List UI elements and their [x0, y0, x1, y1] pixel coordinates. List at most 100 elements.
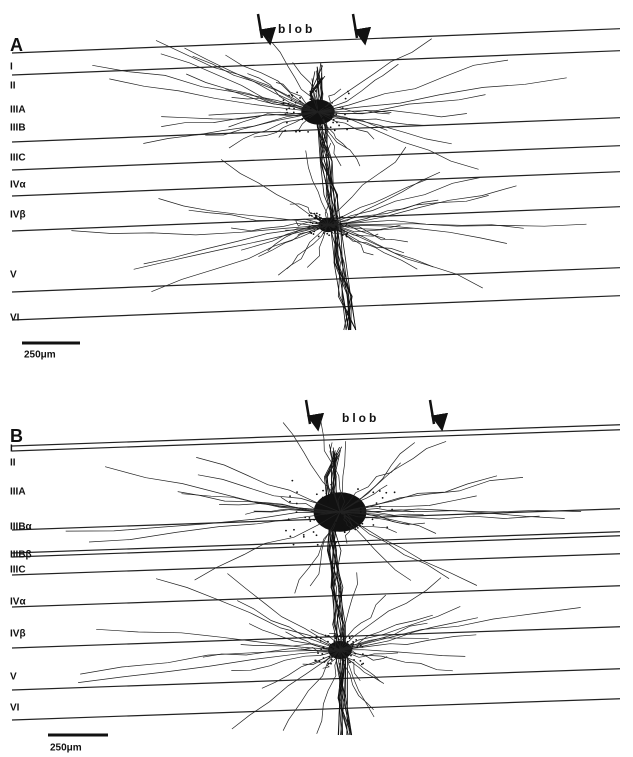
- blob-arrow: [351, 13, 372, 46]
- layer-boundary: [11, 295, 621, 321]
- bouton: [386, 526, 389, 529]
- dendrite: [306, 224, 329, 268]
- bouton: [328, 655, 331, 658]
- dendrite: [202, 648, 341, 658]
- bouton: [322, 116, 324, 119]
- layer-boundary: [11, 267, 621, 293]
- bouton: [385, 491, 388, 494]
- dendrite: [208, 111, 319, 116]
- dendrite: [339, 594, 387, 651]
- bouton: [348, 636, 351, 639]
- bouton: [333, 640, 336, 643]
- bouton: [296, 91, 299, 94]
- bouton: [325, 117, 328, 120]
- dendrite: [143, 111, 319, 144]
- layer-label: IIIA: [10, 105, 26, 116]
- bouton: [325, 492, 328, 495]
- bouton: [332, 121, 335, 124]
- bouton: [309, 520, 312, 522]
- dendrite: [261, 649, 341, 689]
- bouton: [379, 505, 381, 508]
- bouton: [312, 103, 315, 105]
- bouton: [332, 118, 335, 121]
- bouton: [345, 235, 348, 237]
- dendrite: [297, 224, 329, 236]
- layer-label: V: [10, 672, 17, 683]
- bouton: [361, 522, 364, 525]
- bouton: [315, 212, 318, 215]
- bouton: [292, 543, 295, 546]
- dendrite: [339, 577, 442, 651]
- dendrite: [143, 224, 329, 265]
- dendrite: [156, 578, 341, 651]
- dendrite: [316, 649, 341, 734]
- dendrite: [327, 199, 439, 226]
- bouton: [318, 214, 321, 216]
- dendrite: [109, 78, 319, 113]
- dendrite: [277, 224, 329, 276]
- bouton: [334, 227, 337, 230]
- bouton: [320, 224, 323, 227]
- bouton: [333, 129, 336, 132]
- dendrite: [339, 477, 524, 513]
- dendrite: [231, 97, 319, 113]
- dendrite: [339, 649, 466, 657]
- bouton: [393, 491, 396, 494]
- bouton: [309, 90, 312, 93]
- dendrite: [329, 442, 346, 513]
- bouton: [375, 502, 378, 504]
- bouton: [352, 643, 355, 646]
- blob-annotation: blob: [342, 411, 379, 425]
- bouton: [372, 491, 375, 494]
- bouton: [336, 121, 338, 124]
- bouton: [324, 634, 327, 637]
- dendrite: [327, 171, 441, 226]
- bouton: [321, 653, 324, 655]
- bouton: [320, 107, 323, 109]
- bouton: [346, 120, 349, 122]
- dendrite: [339, 495, 477, 513]
- dendrite: [339, 442, 416, 513]
- dendrite: [151, 224, 329, 293]
- bouton: [310, 232, 313, 235]
- dendrite: [309, 511, 341, 587]
- dendrite: [339, 617, 478, 651]
- dendrite: [275, 82, 319, 113]
- dendrite: [327, 224, 434, 268]
- dendrite: [339, 649, 374, 710]
- layer-label: II: [10, 81, 16, 92]
- bouton: [308, 214, 311, 217]
- bouton: [289, 495, 291, 498]
- bouton: [359, 660, 362, 662]
- bouton: [330, 662, 332, 665]
- dendrite: [327, 185, 517, 226]
- bouton: [351, 515, 354, 518]
- dendrite: [339, 649, 399, 658]
- bouton: [358, 525, 361, 527]
- bouton: [327, 640, 329, 643]
- bouton: [378, 490, 381, 492]
- layer-label: IIIC: [10, 153, 26, 164]
- dendrite: [88, 511, 341, 543]
- bouton: [310, 91, 313, 94]
- dendrite: [160, 53, 319, 113]
- bouton: [349, 661, 351, 664]
- bouton: [287, 102, 290, 105]
- bouton: [327, 662, 330, 665]
- dendrite: [267, 37, 319, 113]
- bouton: [338, 634, 341, 637]
- dendrite: [248, 623, 341, 651]
- dendrite: [317, 111, 479, 170]
- bouton: [361, 646, 364, 648]
- dendrite: [317, 111, 361, 167]
- bouton: [350, 654, 352, 657]
- dendrite: [339, 511, 540, 520]
- bouton: [318, 660, 321, 663]
- dendrite: [339, 511, 450, 579]
- layer-label: IIIA: [10, 487, 26, 498]
- dendrite: [339, 649, 385, 684]
- dendrite: [317, 111, 375, 140]
- dendrite: [322, 649, 341, 669]
- bouton: [309, 107, 312, 110]
- blob-arrow: [428, 399, 449, 432]
